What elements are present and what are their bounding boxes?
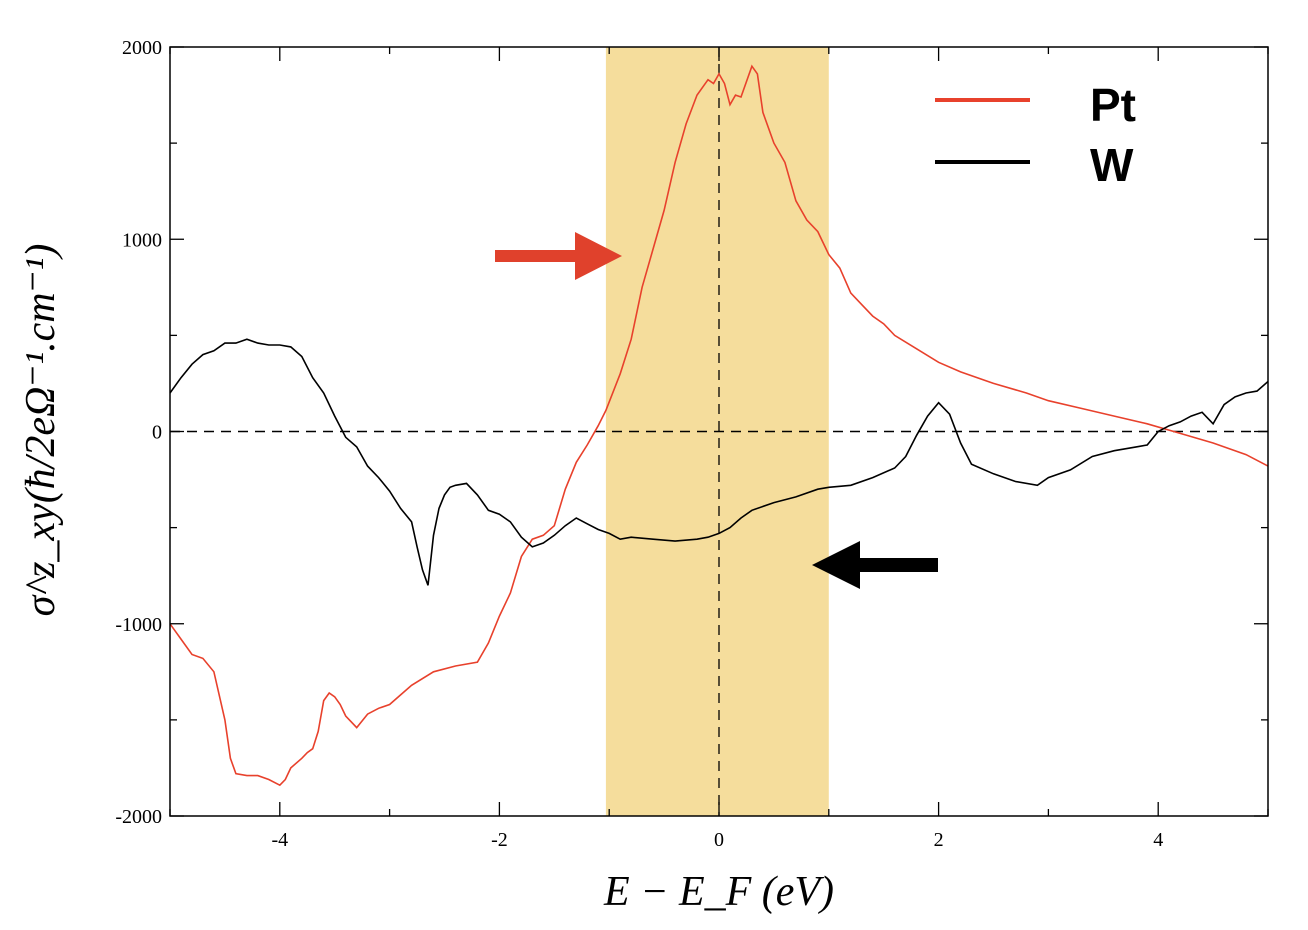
x-tick-label: -4 (271, 829, 288, 851)
x-axis-title: E − E_F (eV) (603, 869, 834, 915)
y-axis-title: σ^z_xy(ħ/2eΩ⁻¹.cm⁻¹) (18, 244, 64, 617)
x-tick-label: 2 (934, 829, 944, 851)
legend: Pt W (935, 79, 1136, 191)
legend-label-pt: Pt (1090, 79, 1136, 131)
series-line-w (169, 338, 1269, 586)
y-tick-label: -2000 (115, 806, 162, 828)
y-tick-label: 0 (152, 422, 162, 444)
y-tick-label: -1000 (115, 614, 162, 636)
red-arrow-icon (495, 232, 622, 280)
black-arrow-icon (812, 541, 938, 589)
y-tick-label: 2000 (122, 37, 162, 59)
legend-label-w: W (1090, 139, 1134, 191)
series-line-pt (169, 64, 1269, 787)
y-tick-label: 1000 (122, 229, 162, 251)
x-tick-label: 4 (1153, 829, 1163, 851)
x-tick-label: 0 (714, 829, 724, 851)
axis-ticks (169, 46, 1269, 817)
x-tick-label: -2 (491, 829, 508, 851)
